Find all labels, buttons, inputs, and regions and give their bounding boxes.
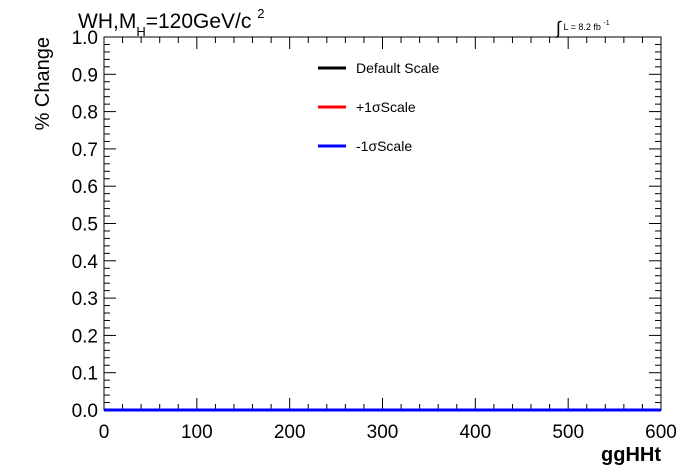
legend-label: Default Scale	[356, 60, 439, 76]
y-tick-label: 0.4	[72, 252, 99, 273]
x-tick-label: 400	[459, 422, 491, 443]
x-tick-label: 300	[367, 422, 399, 443]
legend-label: +1σScale	[356, 99, 416, 115]
legend-label: -1σScale	[356, 138, 412, 154]
y-tick-label: 0.2	[72, 326, 98, 347]
x-tick-label: 500	[552, 422, 584, 443]
y-tick-label: 1.0	[72, 28, 98, 49]
x-tick-label: 200	[274, 422, 306, 443]
y-tick-label: 0.0	[72, 401, 98, 422]
y-tick-label: 0.8	[72, 103, 98, 124]
y-tick-label: 0.9	[72, 65, 98, 86]
x-axis-label: ggHHt	[601, 444, 661, 466]
x-tick-label: 0	[99, 422, 110, 443]
y-tick-label: 0.5	[72, 215, 98, 236]
x-tick-label: 100	[181, 422, 213, 443]
plot-frame	[104, 37, 661, 410]
y-tick-label: 0.6	[72, 177, 98, 198]
y-axis-label: % Change	[32, 37, 54, 130]
y-tick-label: 0.1	[72, 364, 98, 385]
x-tick-label: 600	[645, 422, 677, 443]
y-tick-label: 0.7	[72, 140, 98, 161]
y-tick-label: 0.3	[72, 289, 98, 310]
